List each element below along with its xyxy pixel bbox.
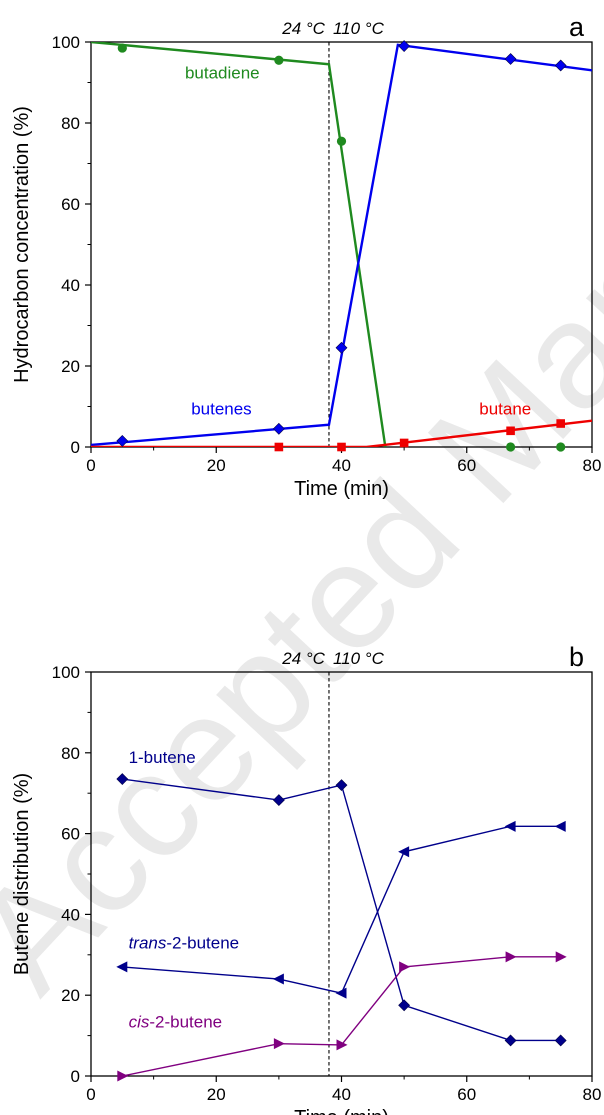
data-point-butane <box>399 438 409 448</box>
data-point-1-butene <box>398 999 411 1012</box>
data-point-butenes <box>116 435 129 447</box>
x-tick-label: 80 <box>583 456 602 475</box>
x-axis-title: Time (min) <box>294 1107 389 1115</box>
series-group <box>122 778 561 1076</box>
data-point-butadiene <box>117 43 127 53</box>
series-line-trans-2-butene <box>122 825 561 994</box>
data-point-butadiene <box>336 136 347 146</box>
data-point-1-butene <box>504 1034 517 1047</box>
y-tick-label: 60 <box>61 195 80 214</box>
data-point-cis-2-butene <box>117 1070 129 1082</box>
data-point-butane <box>274 442 284 452</box>
y-tick-label: 20 <box>61 357 80 376</box>
x-tick-label: 20 <box>207 456 226 475</box>
y-tick-label: 20 <box>61 986 80 1005</box>
y-tick-label: 40 <box>61 276 80 295</box>
y-tick-label: 0 <box>71 438 80 457</box>
temp-label-left: 24 °C <box>281 19 325 38</box>
data-point-1-butene <box>116 773 129 785</box>
panel-letter: b <box>569 642 584 672</box>
data-point-butenes <box>398 40 411 52</box>
data-point-cis-2-butene <box>555 951 567 963</box>
panel-b: 0 20 40 60 80 0 20 40 60 80 100 Time (min) Butene di… <box>11 642 601 1115</box>
series-label-rest: -2-butene <box>149 1013 222 1032</box>
data-point-trans-2-butene <box>335 987 347 999</box>
series-line-cis-2-butene <box>122 956 561 1076</box>
series-line-butadiene <box>91 42 387 447</box>
y-axis-title: Butene distribution (%) <box>11 773 33 975</box>
data-point-trans-2-butene <box>272 973 284 985</box>
x-tick-label: 0 <box>86 1085 95 1104</box>
series-label-italic: cis <box>129 1013 150 1032</box>
y-axis-title: Hydrocarbon concentration (%) <box>11 106 33 383</box>
x-tick-label: 80 <box>583 1085 602 1104</box>
data-point-butadiene <box>556 442 566 452</box>
temp-label-left: 24 °C <box>281 649 325 668</box>
data-point-butadiene <box>274 55 284 65</box>
panel-a: 0 20 40 60 80 0 20 40 60 80 100 Time (min) Hydrocarb… <box>11 12 601 500</box>
data-point-butane <box>506 426 515 436</box>
x-tick-label: 40 <box>332 456 351 475</box>
x-tick-label: 0 <box>86 456 95 475</box>
data-point-butenes <box>335 341 348 354</box>
panel-letter: a <box>569 12 585 42</box>
data-point-butenes <box>272 422 285 435</box>
temp-label-right: 110 °C <box>333 649 385 668</box>
markers-group <box>116 773 567 1082</box>
x-axis-title: Time (min) <box>294 478 389 500</box>
data-point-1-butene <box>335 779 348 792</box>
series-label-cis-2-butene: cis-2-butene <box>129 1013 223 1032</box>
data-point-butadiene <box>505 442 516 452</box>
x-tick-label: 60 <box>457 1085 476 1104</box>
data-point-butenes <box>554 59 567 72</box>
series-label-butadiene: butadiene <box>185 63 260 82</box>
y-tick-label: 100 <box>52 663 80 682</box>
data-point-butenes <box>504 53 517 65</box>
markers-group <box>116 40 567 452</box>
series-label-butane: butane <box>479 400 531 419</box>
data-point-butane <box>337 442 346 452</box>
y-tick-label: 40 <box>61 905 80 924</box>
data-point-cis-2-butene <box>505 951 517 963</box>
series-label-1-butene: 1-butene <box>129 748 196 767</box>
data-point-1-butene <box>272 794 285 806</box>
y-tick-label: 0 <box>71 1067 80 1086</box>
series-line-butenes <box>91 43 592 447</box>
data-point-1-butene <box>554 1034 567 1047</box>
series-group <box>91 42 592 447</box>
y-tick-label: 60 <box>61 825 80 844</box>
data-point-cis-2-butene <box>336 1039 348 1051</box>
data-point-butane <box>556 419 565 428</box>
data-point-cis-2-butene <box>399 961 411 973</box>
series-label-butenes: butenes <box>191 400 252 419</box>
data-point-trans-2-butene <box>116 961 128 973</box>
x-tick-label: 60 <box>457 456 476 475</box>
series-line-1-butene <box>122 778 561 1042</box>
series-line-butane <box>91 419 592 447</box>
series-label-rest: -2-butene <box>166 934 239 953</box>
data-point-cis-2-butene <box>273 1038 285 1050</box>
y-tick-label: 100 <box>52 33 80 52</box>
temp-label-right: 110 °C <box>333 19 385 38</box>
data-point-trans-2-butene <box>554 820 566 832</box>
data-point-trans-2-butene <box>504 820 516 832</box>
data-point-trans-2-butene <box>398 846 410 858</box>
series-label-italic: trans <box>129 934 167 953</box>
x-tick-label: 40 <box>332 1085 351 1104</box>
y-tick-label: 80 <box>61 744 80 763</box>
y-tick-label: 80 <box>61 114 80 133</box>
series-label-trans-2-butene: trans-2-butene <box>129 934 240 953</box>
x-tick-label: 20 <box>207 1085 226 1104</box>
